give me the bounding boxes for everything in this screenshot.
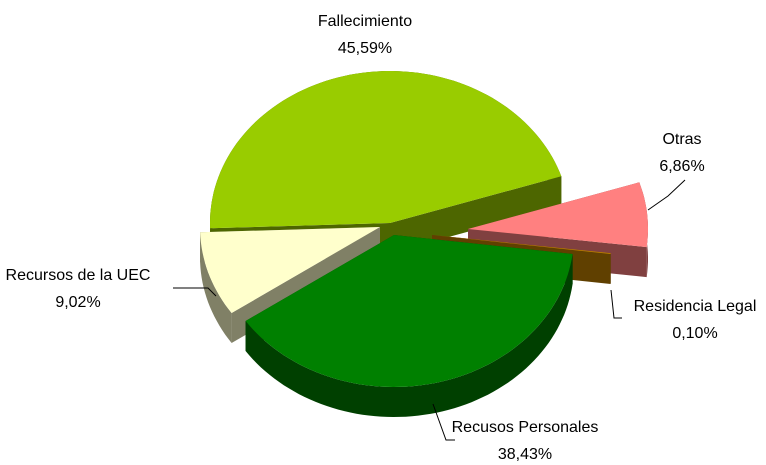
slice-side bbox=[390, 176, 562, 253]
slice bbox=[210, 71, 562, 229]
slice-wall bbox=[245, 254, 573, 417]
leader-line bbox=[647, 179, 686, 211]
slice bbox=[432, 235, 611, 254]
slice-value-label: 9,02% bbox=[55, 294, 100, 311]
slice-value-label: 0,10% bbox=[672, 325, 717, 342]
slice bbox=[200, 227, 380, 313]
leader-line bbox=[432, 403, 455, 441]
slice-label: Recursos de la UEC bbox=[6, 267, 151, 284]
slice-wall bbox=[200, 232, 232, 343]
slice-label: Recusos Personales bbox=[452, 419, 599, 436]
slice-value-label: 38,43% bbox=[498, 446, 552, 463]
slice-label: Otras bbox=[662, 131, 701, 148]
slice-label: Fallecimiento bbox=[318, 13, 412, 30]
slice bbox=[245, 235, 573, 387]
slice-label: Residencia Legal bbox=[634, 298, 757, 315]
slice-value-label: 45,59% bbox=[338, 40, 392, 57]
leader-line bbox=[173, 287, 217, 297]
slice bbox=[468, 182, 648, 248]
slice-value-label: 6,86% bbox=[659, 158, 704, 175]
leader-line bbox=[610, 289, 622, 319]
